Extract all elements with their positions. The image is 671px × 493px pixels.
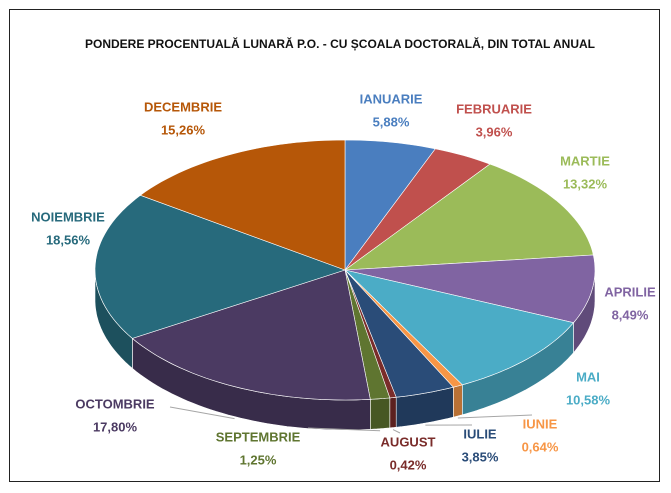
slice — [343, 163, 594, 271]
slice-side — [453, 384, 463, 418]
data-label-name: NOIEMBRIE — [31, 209, 105, 224]
data-label-value: 3,85% — [462, 449, 499, 464]
data-label-name: MAI — [576, 369, 600, 384]
slice — [344, 148, 491, 271]
slice — [139, 139, 346, 271]
data-label-value: 18,56% — [46, 232, 91, 247]
data-label-name: OCTOMBRIE — [75, 396, 155, 411]
data-label-value: 0,42% — [390, 457, 427, 472]
data-label-value: 15,26% — [161, 122, 206, 137]
slice — [344, 139, 436, 271]
leader-line — [307, 427, 381, 432]
data-label-value: 5,88% — [373, 114, 410, 129]
data-label-name: AUGUST — [381, 434, 436, 449]
slice — [344, 269, 575, 386]
data-label-name: SEPTEMBRIE — [216, 429, 301, 444]
data-label-name: FEBRUARIE — [456, 101, 532, 116]
data-label-name: MARTIE — [560, 153, 610, 168]
slice-side — [389, 396, 397, 429]
slice-side — [370, 397, 391, 430]
data-label-value: 17,80% — [93, 419, 138, 434]
data-label-value: 10,58% — [566, 392, 611, 407]
data-label-name: IANUARIE — [360, 91, 423, 106]
chart-title: PONDERE PROCENTUALĂ LUNARĂ P.O. - CU ȘCO… — [84, 37, 595, 51]
slice — [344, 269, 454, 398]
data-label-value: 8,49% — [612, 307, 649, 322]
data-label-value: 1,25% — [240, 452, 277, 467]
data-label-name: IULIE — [463, 426, 497, 441]
leader-line — [169, 406, 235, 420]
data-label-value: 13,32% — [563, 176, 608, 191]
data-label-name: APRILIE — [604, 284, 656, 299]
slice — [131, 269, 371, 401]
chart-frame — [9, 9, 660, 482]
leader-line — [392, 429, 401, 434]
leader-line — [457, 414, 533, 419]
data-label-value: 0,64% — [522, 439, 559, 454]
slice — [94, 194, 346, 339]
data-label-name: DECEMBRIE — [144, 99, 222, 114]
data-label-name: IUNIE — [523, 416, 558, 431]
slice — [344, 254, 596, 324]
data-label-value: 3,96% — [476, 124, 513, 139]
